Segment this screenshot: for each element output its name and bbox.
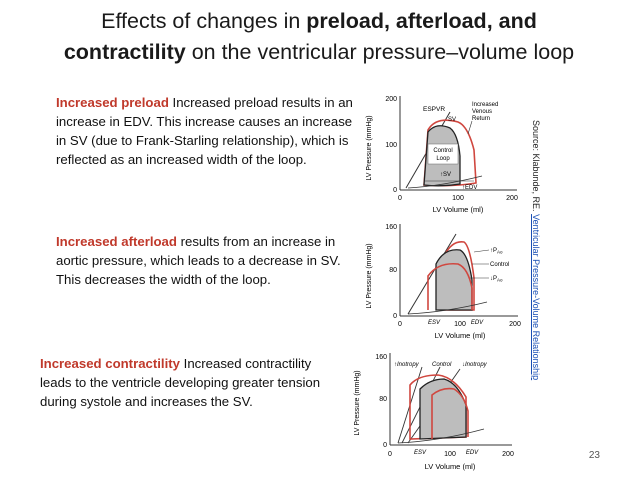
afterload-pv-loop-svg: LV Pressure (mmHg) 160 80 0 0 100 200 LV…	[366, 224, 521, 340]
y-tick-label: 160	[385, 224, 397, 231]
edv-increase-label: ↑EDV	[462, 185, 477, 191]
x-tick-label: 200	[506, 195, 518, 202]
increased-pao-label: ↑PAo	[490, 248, 503, 255]
afterload-pv-loop-figure: LV Pressure (mmHg) 160 80 0 0 100 200 LV…	[362, 218, 524, 351]
y-axis-label: LV Pressure (mmHg)	[366, 115, 373, 180]
x-tick-label: 0	[398, 321, 402, 328]
edv-label: EDV	[471, 320, 484, 326]
loop-label: Loop	[436, 156, 450, 162]
x-axis-label: LV Volume (ml)	[425, 462, 476, 471]
low-inotropy-loop	[431, 387, 469, 439]
title-bold-text: contractility	[63, 40, 186, 64]
decreased-inotropy-label: ↓Inotropy	[462, 362, 488, 368]
return-label: Return	[472, 116, 490, 122]
esv-label: ESV	[428, 320, 441, 326]
venous-label: Venous	[472, 109, 492, 115]
edpvr-curve	[407, 301, 488, 315]
y-axis-label: LV Pressure (mmHg)	[366, 243, 373, 308]
x-tick-label: 0	[388, 451, 392, 458]
x-tick-label: 0	[398, 195, 402, 202]
afterload-text: results from an increase in aortic press…	[56, 234, 341, 287]
source-citation-text: Source: Klabunde, RE. Ventricular Pressu…	[531, 120, 541, 380]
source-link[interactable]: Ventricular Pressure-Volume Relationship	[531, 214, 541, 381]
afterload-paragraph: Increased afterload results from an incr…	[56, 232, 358, 289]
y-axis-label: LV Pressure (mmHg)	[354, 370, 361, 435]
esv-label: ESV	[414, 450, 427, 456]
control-loop-label-box	[427, 143, 459, 165]
decreased-pao-label: ↓PAo	[490, 276, 503, 283]
pointer-line	[467, 120, 473, 135]
x-tick-label: 100	[444, 451, 456, 458]
x-axis-label: LV Volume (ml)	[433, 205, 484, 214]
increased-inotropy-label: ↑Inotropy	[394, 362, 420, 368]
title-text: Effects of changes in	[101, 9, 307, 33]
x-tick-label: 200	[509, 321, 521, 328]
edpvr-curve	[397, 428, 485, 444]
contractility-text: Increased contractility leads to the ven…	[40, 356, 321, 409]
espvr-label: ESPVR	[423, 106, 445, 113]
preload-heading: Increased preload	[56, 95, 169, 110]
y-tick-label: 100	[385, 142, 397, 149]
source-citation: Source: Klabunde, RE. Ventricular Pressu…	[523, 120, 543, 390]
title-bold-text: preload, afterload, and	[306, 9, 537, 33]
x-axis-label: LV Volume (ml)	[435, 331, 486, 340]
contractility-paragraph: Increased contractility Increased contra…	[40, 354, 345, 411]
preload-pv-loop-svg: LV Pressure (mmHg) 200 100 0 0 100 200 L…	[366, 96, 518, 214]
preload-pv-loop-figure: LV Pressure (mmHg) 200 100 0 0 100 200 L…	[362, 90, 522, 223]
sv-top-label: SV	[448, 117, 456, 123]
control-loop	[435, 249, 473, 311]
preload-paragraph: Increased preload Increased preload resu…	[56, 93, 356, 169]
slide-title: Effects of changes in preload, afterload…	[0, 6, 638, 68]
pointer-line	[473, 249, 490, 253]
edpvr-curve	[407, 175, 483, 189]
control-label: Control	[433, 148, 452, 154]
title-line-2: contractility on the ventricular pressur…	[0, 37, 638, 68]
afterload-heading: Increased afterload	[56, 234, 177, 249]
y-tick-label: 0	[393, 313, 397, 320]
y-tick-label: 160	[375, 354, 387, 361]
y-tick-label: 80	[389, 267, 397, 274]
contractility-pv-loop-svg: LV Pressure (mmHg) 160 80 0 0 100 200 LV…	[354, 353, 514, 471]
control-label: Control	[432, 362, 452, 368]
y-tick-label: 0	[393, 187, 397, 194]
edv-label: EDV	[466, 450, 479, 456]
title-text: on the ventricular pressure–volume loop	[185, 40, 575, 64]
high-inotropy-loop	[409, 374, 467, 440]
espvr-line	[407, 233, 457, 315]
low-afterload-loop	[427, 262, 473, 310]
y-tick-label: 200	[385, 96, 397, 103]
x-tick-label: 100	[452, 195, 464, 202]
x-tick-label: 100	[454, 321, 466, 328]
contractility-heading: Increased contractility	[40, 356, 180, 371]
y-tick-label: 80	[379, 396, 387, 403]
y-tick-label: 0	[383, 442, 387, 449]
preload-text: Increased preload results in an increase…	[56, 95, 353, 167]
high-afterload-loop	[443, 240, 475, 311]
source-prefix: Source: Klabunde, RE.	[531, 120, 541, 215]
contractility-pv-loop-figure: LV Pressure (mmHg) 160 80 0 0 100 200 LV…	[350, 345, 530, 484]
control-label: Control	[490, 262, 509, 268]
page-number: 23	[588, 450, 600, 461]
title-line-1: Effects of changes in preload, afterload…	[0, 6, 638, 37]
increased-label: Increased	[472, 102, 498, 108]
x-tick-label: 200	[502, 451, 514, 458]
sv-increase-label: ↑SV	[440, 172, 451, 178]
